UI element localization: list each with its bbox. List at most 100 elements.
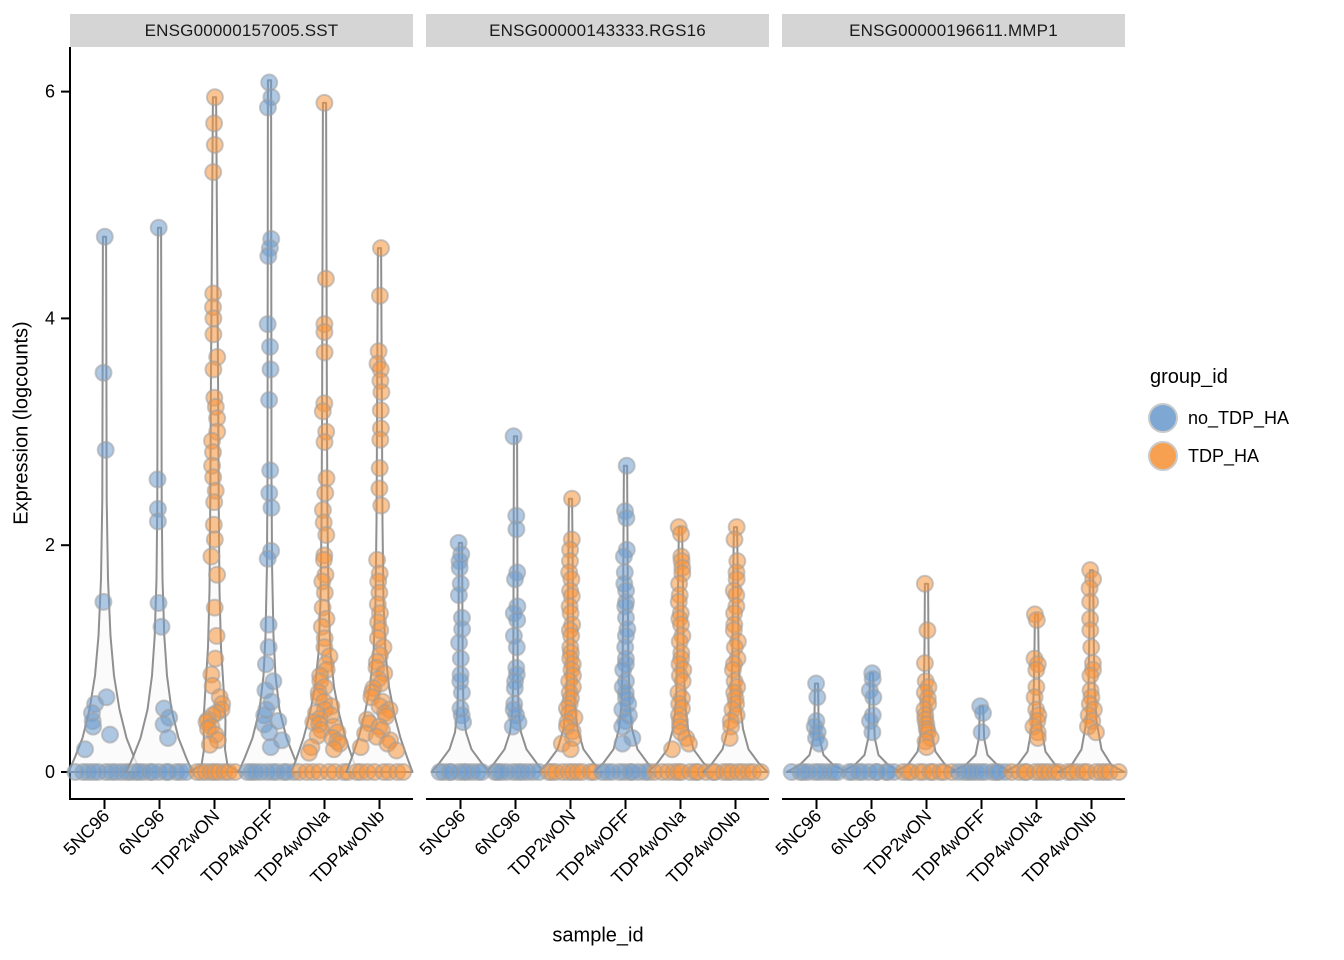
- jitter-point: [95, 227, 114, 246]
- jitter-point: [450, 633, 469, 652]
- jitter-point: [370, 286, 389, 305]
- jitter-point: [1027, 611, 1046, 629]
- jitter-point: [205, 135, 224, 154]
- jitter-point: [1087, 723, 1105, 742]
- jitter-point: [149, 594, 168, 612]
- jitter-point: [314, 550, 333, 569]
- jitter-point: [315, 583, 334, 602]
- jitter-point-zero: [1109, 763, 1128, 781]
- jitter-point: [96, 440, 115, 459]
- jitter-point: [204, 325, 223, 344]
- violin-shape: [125, 226, 194, 773]
- y-tick-label: 6: [45, 82, 55, 102]
- legend: group_id no_TDP_HA TDP_HA: [1148, 366, 1338, 479]
- jitter-point: [202, 547, 221, 566]
- jitter-point: [200, 735, 219, 754]
- jitter-point: [371, 430, 390, 449]
- jitter-point-zero: [751, 763, 770, 781]
- jitter-point: [504, 427, 523, 446]
- jitter-point: [864, 688, 883, 707]
- jitter-point: [315, 343, 334, 362]
- jitter-point: [205, 530, 224, 549]
- jitter-point: [315, 93, 334, 112]
- jitter-point: [204, 515, 223, 534]
- jitter-point: [372, 383, 391, 402]
- jitter-point: [258, 315, 277, 334]
- jitter-point: [918, 621, 937, 640]
- jitter-point: [258, 98, 277, 117]
- jitter-point: [315, 433, 334, 451]
- jitter-point: [260, 73, 279, 92]
- jitter-point: [614, 547, 633, 566]
- jitter-point: [204, 360, 223, 379]
- jitter-point: [725, 530, 744, 549]
- jitter-point: [371, 401, 390, 420]
- jitter-point: [260, 391, 279, 409]
- jitter-point: [313, 402, 332, 421]
- jitter-point: [1081, 666, 1100, 685]
- jitter-point: [451, 649, 470, 668]
- legend-item-tdp-ha: TDP_HA: [1148, 441, 1338, 471]
- jitter-point: [159, 729, 177, 747]
- jitter-point: [204, 163, 223, 182]
- jitter-point: [259, 615, 278, 634]
- jitter-point: [300, 743, 318, 762]
- jitter-point: [259, 247, 278, 265]
- jitter-point: [808, 688, 827, 707]
- jitter-point: [259, 638, 278, 657]
- x-tick-label: 6NC96: [827, 806, 881, 860]
- y-tick-label: 0: [45, 762, 55, 782]
- jitter-point: [972, 723, 991, 742]
- jitter-point: [613, 717, 632, 736]
- x-tick-label: 6NC96: [471, 806, 525, 860]
- jitter-point: [316, 269, 335, 288]
- jitter-point: [1082, 638, 1101, 657]
- legend-item-no-tdp-ha: no_TDP_HA: [1148, 403, 1338, 433]
- jitter-point-zero: [394, 763, 413, 781]
- jitter-point: [915, 654, 934, 673]
- jitter-point: [351, 738, 370, 757]
- jitter-point: [315, 323, 334, 341]
- facet-strip-sst: ENSG00000157005.SST: [70, 14, 413, 47]
- x-tick-label: 5NC96: [772, 806, 826, 860]
- jitter-point: [317, 469, 336, 488]
- jitter-point: [563, 489, 581, 508]
- jitter-point: [915, 574, 934, 593]
- jitter-point: [76, 740, 94, 759]
- y-tick-label: 2: [45, 535, 55, 555]
- jitter-point: [260, 484, 279, 502]
- jitter-point: [206, 649, 225, 668]
- jitter-point: [680, 734, 698, 753]
- jitter-point: [205, 598, 224, 617]
- y-axis-title: Expression (logcounts): [10, 321, 33, 525]
- jitter-point: [372, 496, 391, 515]
- jitter-point: [94, 592, 113, 611]
- jitter-point: [617, 456, 636, 475]
- jitter-point: [152, 617, 171, 636]
- legend-key-circle-tdp-ha: [1148, 441, 1178, 471]
- facet-strip-rgs16: ENSG00000143333.RGS16: [426, 14, 769, 47]
- jitter-point: [508, 611, 527, 629]
- jitter-point: [316, 484, 335, 502]
- facet-strip-mmp1: ENSG00000196611.MMP1: [782, 14, 1125, 47]
- x-axis-title: sample_id: [552, 924, 644, 947]
- jitter-point: [561, 740, 580, 759]
- jitter-point: [613, 734, 632, 753]
- jitter-point: [387, 741, 406, 760]
- jitter-point: [917, 738, 936, 757]
- jitter-point: [974, 704, 992, 722]
- legend-item-label: no_TDP_HA: [1188, 407, 1290, 428]
- jitter-point: [256, 655, 275, 674]
- jitter-point: [507, 520, 526, 539]
- jitter-point: [324, 740, 343, 759]
- jitter-point: [454, 713, 473, 732]
- jitter-point: [663, 740, 682, 759]
- jitter-point: [505, 679, 524, 698]
- x-tick-label: 5NC96: [60, 806, 114, 860]
- jitter-point: [317, 526, 336, 544]
- jitter-point: [1081, 592, 1100, 611]
- jitter-point: [1028, 729, 1047, 747]
- jitter-point: [1027, 660, 1046, 679]
- jitter-point: [149, 218, 168, 237]
